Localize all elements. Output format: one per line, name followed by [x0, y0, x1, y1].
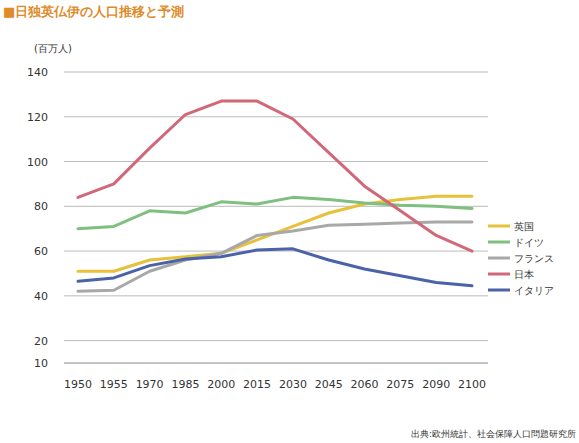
- legend-swatch: [488, 257, 510, 260]
- y-tick-label: 10: [34, 357, 48, 370]
- x-tick-label: 2100: [458, 378, 486, 391]
- series-line: [78, 249, 472, 286]
- y-tick-label: 20: [34, 335, 48, 348]
- source: 出典:欧州統計、社会保障人口問題研究所: [411, 429, 576, 439]
- grid-line: [64, 72, 488, 73]
- x-tick-label: 2030: [279, 378, 307, 391]
- x-tick-label: 2045: [315, 378, 343, 391]
- x-tick-label: 2000: [207, 378, 235, 391]
- x-tick-label: 1970: [136, 378, 164, 391]
- x-tick-label: 2060: [351, 378, 379, 391]
- legend-swatch: [488, 241, 510, 244]
- title: ■日独英仏伊の人口推移と予測: [3, 4, 184, 19]
- legend-swatch: [488, 273, 510, 276]
- legend-swatch: [488, 289, 510, 292]
- y-tick-label: 120: [27, 111, 48, 124]
- y-axis-label: (百万人): [34, 43, 72, 54]
- y-tick-label: 100: [27, 156, 48, 169]
- chart: ■日独英仏伊の人口推移と予測 (百万人) 10 20 40 60 80 100 120 140 19…: [0, 0, 579, 443]
- series-line: [78, 222, 472, 291]
- legend-label: イタリア: [514, 285, 554, 296]
- y-tick-label: 140: [27, 66, 48, 79]
- x-tick-label: 1950: [64, 378, 92, 391]
- plot-area: [78, 101, 472, 291]
- x-tick-label: 1955: [100, 378, 128, 391]
- grid-line: [64, 116, 488, 117]
- grid-line: [64, 340, 488, 341]
- series-line: [78, 101, 472, 251]
- grid-line: [64, 363, 488, 364]
- y-tick-label: 60: [34, 245, 48, 258]
- legend-label: ドイツ: [514, 237, 544, 248]
- x-tick-label: 2090: [422, 378, 450, 391]
- legend-label: 日本: [514, 269, 534, 280]
- x-tick-label: 2075: [386, 378, 414, 391]
- grid-line: [64, 295, 488, 296]
- x-tick-label: 2015: [243, 378, 271, 391]
- x-tick-label: 1985: [171, 378, 199, 391]
- legend-swatch: [488, 225, 510, 228]
- legend-label: フランス: [514, 253, 554, 264]
- y-tick-label: 80: [34, 200, 48, 213]
- grid-line: [64, 161, 488, 162]
- legend-label: 英国: [514, 221, 534, 232]
- y-tick-label: 40: [34, 290, 48, 303]
